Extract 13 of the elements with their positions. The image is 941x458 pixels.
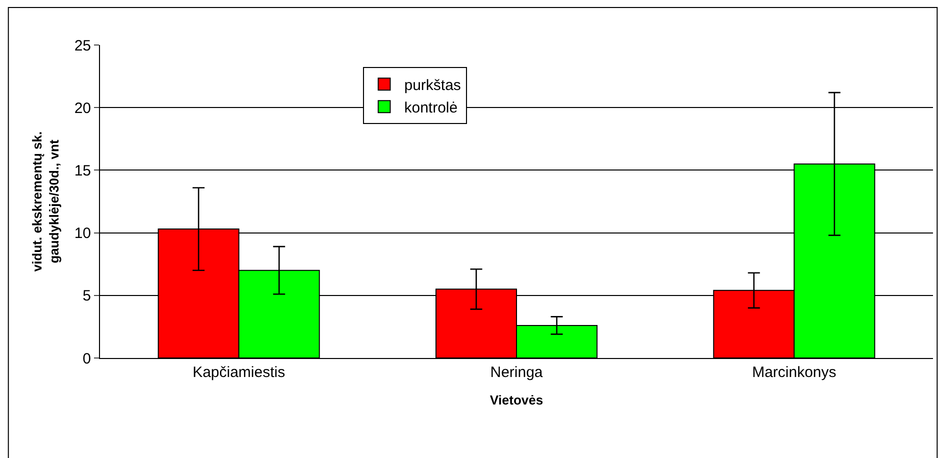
y-axis-title: vidut. ekskrementų sk. gaudyklėje/30d., vnt (29, 131, 62, 272)
y-tick-label: 5 (82, 288, 91, 305)
y-tick-label: 10 (74, 225, 91, 242)
y-tick-label: 0 (82, 350, 91, 368)
y-tick-label: 15 (74, 162, 91, 180)
x-tick-label: Kapčiamiestis (192, 364, 286, 381)
x-tick-label: Marcinkonys (752, 364, 836, 381)
legend-label: purkštas (404, 77, 461, 94)
y-tick-label: 25 (74, 37, 91, 54)
x-tick-label: Neringa (490, 364, 544, 381)
legend-label: kontrolė (404, 100, 458, 117)
y-tick-label: 20 (74, 100, 91, 117)
x-axis-title: Vietovės (490, 392, 544, 408)
